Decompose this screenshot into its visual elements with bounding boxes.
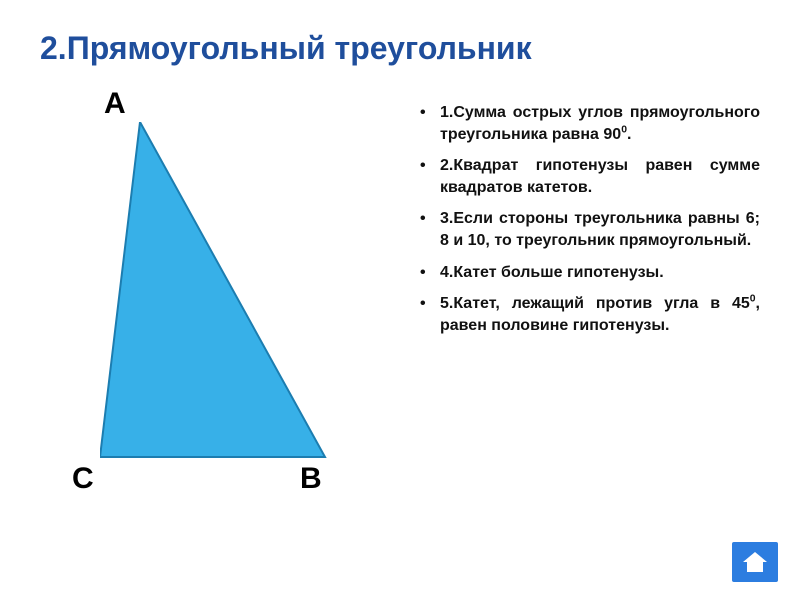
triangle-figure: А С В (40, 92, 400, 552)
triangle-polygon (100, 122, 325, 457)
bullet-text: 2.Квадрат гипотенузы равен сумме квадрат… (440, 157, 760, 196)
bullet-text: 1.Сумма острых углов прямоугольного треу… (440, 104, 760, 143)
bullet-item: 3.Если стороны треугольника равны 6; 8 и… (420, 208, 760, 251)
bullet-item: 1.Сумма острых углов прямоугольного треу… (420, 102, 760, 145)
page-title: 2.Прямоугольный треугольник (40, 30, 760, 67)
bullet-text: 4.Катет больше гипотенузы. (440, 264, 664, 281)
bullet-text: 3.Если стороны треугольника равны 6; 8 и… (440, 210, 760, 249)
bullet-list: 1.Сумма острых углов прямоугольного треу… (400, 92, 760, 552)
slide: 2.Прямоугольный треугольник А С В 1.Сумм… (0, 0, 800, 600)
bullet-item: 2.Квадрат гипотенузы равен сумме квадрат… (420, 155, 760, 198)
vertex-label-c: С (72, 462, 94, 496)
vertex-label-a: А (104, 87, 126, 121)
home-button[interactable] (732, 542, 778, 582)
content-area: А С В 1.Сумма острых углов прямоугольног… (40, 92, 760, 552)
bullet-item: 4.Катет больше гипотенузы. (420, 262, 760, 284)
triangle-svg (100, 122, 360, 482)
bullet-suffix: . (627, 126, 631, 143)
bullet-item: 5.Катет, лежащий против угла в 450, раве… (420, 293, 760, 336)
home-icon (741, 550, 769, 574)
bullet-text: 5.Катет, лежащий против угла в 45 (440, 295, 750, 312)
bullet-ul: 1.Сумма острых углов прямоугольного треу… (420, 102, 760, 336)
